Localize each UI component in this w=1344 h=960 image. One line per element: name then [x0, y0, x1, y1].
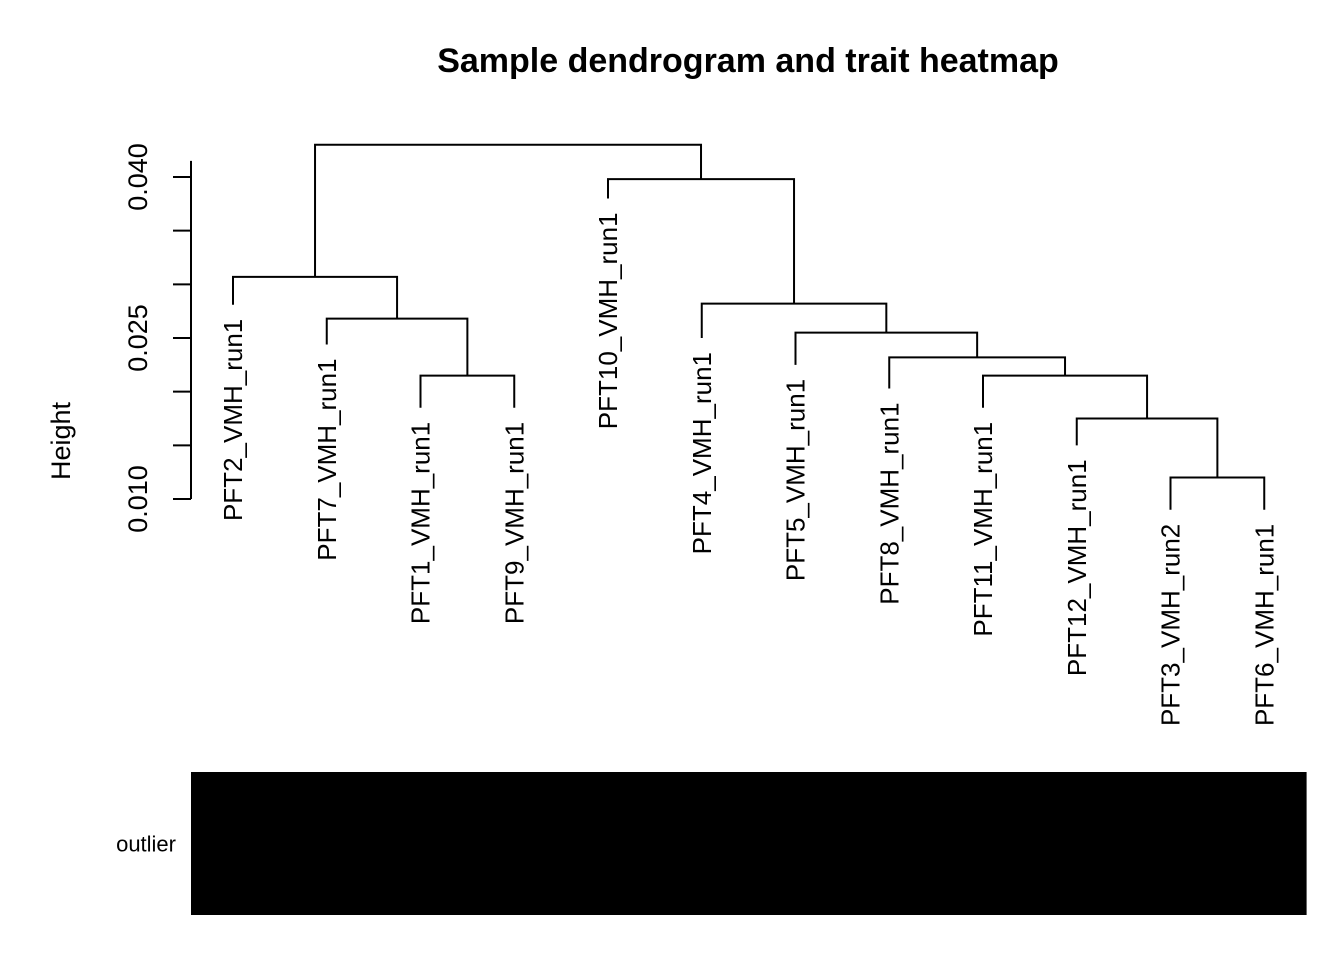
dendrogram-branch	[314, 143, 703, 277]
trait-cell	[655, 772, 750, 915]
dendrogram-branch	[1075, 417, 1219, 478]
leaf-label: PFT4_VMH_run1	[687, 352, 717, 554]
trait-cell	[1120, 772, 1214, 915]
trait-cell	[376, 772, 471, 915]
trait-cell	[469, 772, 564, 915]
y-axis-label: Height	[46, 401, 76, 480]
trait-cell	[934, 772, 1028, 915]
trait-cell	[748, 772, 843, 915]
y-tick-label: 0.025	[123, 304, 153, 372]
leaf-label: PFT7_VMH_run1	[312, 358, 342, 560]
dendrogram-branch	[1169, 476, 1266, 510]
y-tick-label: 0.040	[123, 143, 153, 211]
trait-label: outlier	[116, 832, 176, 857]
leaf-label: PFT2_VMH_run1	[218, 319, 248, 521]
leaf-label: PFT8_VMH_run1	[874, 402, 904, 604]
dendrogram-branches	[232, 143, 1266, 510]
trait-cell	[283, 772, 378, 915]
leaf-label: PFT9_VMH_run1	[499, 422, 529, 624]
leaf-label: PFT10_VMH_run1	[593, 212, 623, 429]
leaf-label: PFT11_VMH_run1	[968, 422, 998, 637]
dendrogram-branch	[607, 178, 796, 304]
trait-cell	[191, 772, 285, 915]
dendrogram-branch	[794, 331, 979, 365]
trait-heatmap: outlier	[116, 772, 1307, 915]
y-axis: 0.010 0.025 0.040	[123, 143, 192, 533]
dendrogram-branch	[419, 374, 516, 408]
leaf-label: PFT3_VMH_run2	[1156, 524, 1186, 726]
trait-cell	[1027, 772, 1121, 915]
leaf-label: PFT5_VMH_run1	[781, 379, 811, 581]
dendrogram-branch	[232, 275, 399, 319]
trait-cell	[1213, 772, 1307, 915]
chart-title: Sample dendrogram and trait heatmap	[437, 42, 1059, 80]
trait-cell	[562, 772, 657, 915]
leaf-label: PFT1_VMH_run1	[406, 422, 436, 624]
dendrogram-branch	[888, 356, 1067, 389]
y-tick-label: 0.010	[123, 465, 153, 533]
leaf-labels: PFT2_VMH_run1 PFT7_VMH_run1 PFT1_VMH_run1 P…	[218, 212, 1279, 726]
leaf-label: PFT6_VMH_run1	[1249, 524, 1279, 726]
leaf-label: PFT12_VMH_run1	[1062, 459, 1092, 676]
trait-cell	[841, 772, 935, 915]
dendrogram-branch	[325, 317, 469, 376]
dendrogram-branch	[982, 374, 1149, 419]
